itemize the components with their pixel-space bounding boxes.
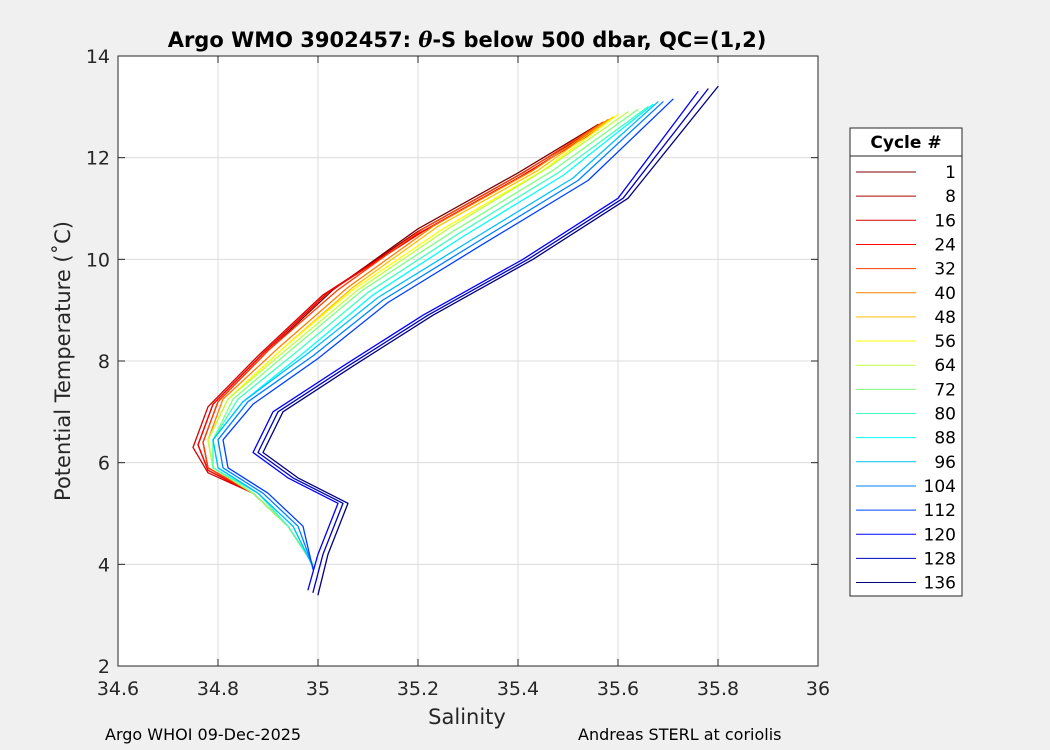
legend-title: Cycle # bbox=[870, 133, 941, 153]
x-tick-label: 36 bbox=[806, 678, 830, 700]
legend-label-cycle-64: 64 bbox=[934, 356, 956, 376]
profile-cycle-120 bbox=[252, 90, 699, 591]
x-tick-label: 35.4 bbox=[497, 678, 539, 700]
legend-label-cycle-96: 96 bbox=[934, 453, 956, 473]
x-tick-label: 35.6 bbox=[597, 678, 639, 700]
legend-label-cycle-1: 1 bbox=[945, 163, 956, 183]
legend-label-cycle-104: 104 bbox=[924, 477, 956, 497]
x-tick-label: 35.2 bbox=[397, 678, 439, 700]
legend-label-cycle-56: 56 bbox=[934, 332, 956, 352]
grid-lines bbox=[118, 56, 818, 666]
x-tick-labels: 34.6 34.8 35 35.2 35.4 35.6 35.8 36 bbox=[97, 678, 830, 700]
chart-title: Argo WMO 3902457: θ-S below 500 dbar, QC… bbox=[168, 27, 767, 52]
profile-cycle-104 bbox=[217, 101, 664, 568]
y-tick-label: 12 bbox=[86, 148, 110, 170]
y-tick-label: 6 bbox=[98, 453, 110, 475]
profile-cycle-96 bbox=[212, 101, 659, 568]
profile-cycle-128 bbox=[257, 88, 709, 593]
profile-cycle-136 bbox=[262, 85, 719, 596]
y-tick-label: 8 bbox=[98, 351, 110, 373]
y-tick-label: 10 bbox=[86, 249, 110, 271]
y-axis-label: Potential Temperature (˚C) bbox=[51, 221, 75, 501]
title-suffix: -S below 500 dbar, QC=(1,2) bbox=[432, 28, 766, 52]
profile-cycle-112 bbox=[222, 98, 674, 571]
legend-entries: 1 8 16 24 32 40 48 56 64 72 80 88 96 104 112 120 128 136 bbox=[856, 163, 956, 594]
footer-author: Andreas STERL at coriolis bbox=[578, 725, 782, 744]
legend-label-cycle-128: 128 bbox=[924, 549, 956, 569]
legend-label-cycle-112: 112 bbox=[924, 501, 956, 521]
legend-label-cycle-48: 48 bbox=[934, 308, 956, 328]
profile-cycle-80 bbox=[212, 106, 649, 565]
y-tick-label: 14 bbox=[86, 46, 110, 68]
footer-source: Argo WHOI 09-Dec-2025 bbox=[105, 725, 302, 744]
legend-label-cycle-120: 120 bbox=[924, 525, 956, 545]
title-theta: θ bbox=[418, 27, 432, 52]
x-axis-label: Salinity bbox=[428, 705, 506, 729]
x-tick-label: 35 bbox=[306, 678, 330, 700]
axis-ticks bbox=[117, 55, 819, 667]
legend-label-cycle-136: 136 bbox=[924, 574, 956, 594]
x-tick-label: 35.8 bbox=[697, 678, 739, 700]
y-tick-label: 2 bbox=[98, 656, 110, 678]
legend: Cycle # 1 8 16 24 32 40 48 56 64 72 80 88 96 104 112 12… bbox=[849, 127, 963, 597]
legend-label-cycle-8: 8 bbox=[945, 187, 956, 207]
title-prefix: Argo WMO 3902457: bbox=[168, 28, 419, 52]
legend-label-cycle-24: 24 bbox=[934, 235, 956, 255]
legend-label-cycle-88: 88 bbox=[934, 429, 956, 449]
x-tick-label: 34.8 bbox=[197, 678, 239, 700]
profile-cycle-72 bbox=[212, 108, 639, 565]
x-tick-label: 34.6 bbox=[97, 678, 139, 700]
legend-box bbox=[849, 127, 963, 597]
legend-label-cycle-32: 32 bbox=[934, 260, 956, 280]
profile-lines bbox=[192, 85, 719, 596]
y-tick-labels: 2 4 6 8 10 12 14 bbox=[86, 46, 110, 678]
y-tick-label: 4 bbox=[98, 554, 110, 576]
legend-label-cycle-80: 80 bbox=[934, 405, 956, 425]
legend-label-cycle-16: 16 bbox=[934, 211, 956, 231]
legend-label-cycle-72: 72 bbox=[934, 380, 956, 400]
legend-label-cycle-40: 40 bbox=[934, 284, 956, 304]
